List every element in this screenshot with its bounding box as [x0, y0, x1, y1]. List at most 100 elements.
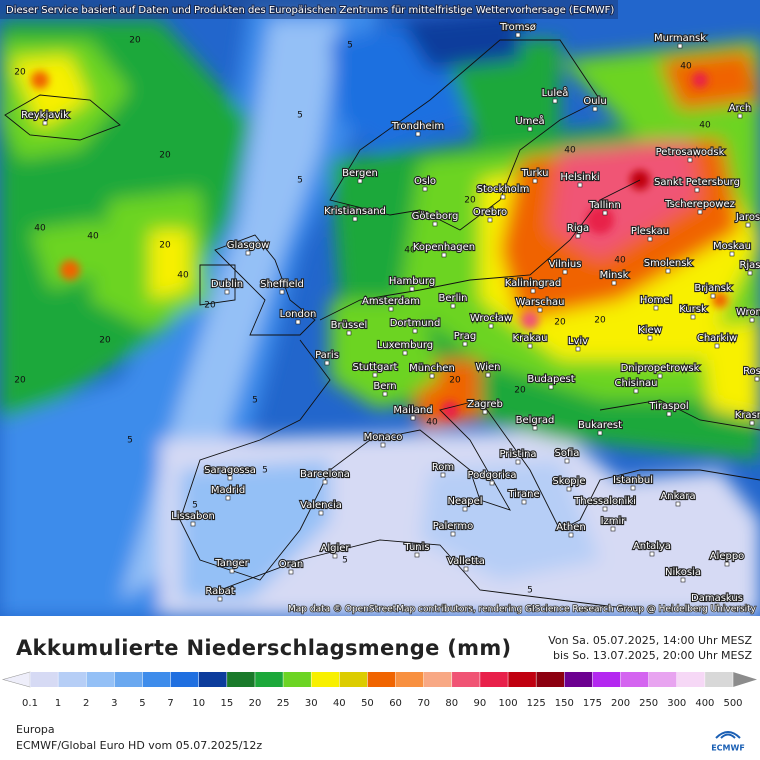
city-marker	[440, 472, 446, 478]
city-label: Helsinki	[560, 172, 599, 183]
city-marker	[450, 303, 456, 309]
legend-swatch	[564, 672, 593, 687]
city-label: Damaskus	[691, 593, 743, 604]
city-marker	[754, 376, 760, 382]
city-label: Lviv	[568, 336, 588, 347]
city-marker	[665, 268, 671, 274]
city-marker	[745, 222, 751, 228]
city-marker	[729, 251, 735, 257]
city-label: Sankt Petersburg	[654, 177, 740, 188]
legend-swatch	[648, 672, 678, 687]
city-label: Berlin	[438, 293, 467, 304]
city-marker	[462, 506, 468, 512]
legend-tick-label: 0.1	[22, 698, 38, 709]
city-marker	[532, 178, 538, 184]
contour-label: 5	[127, 436, 133, 446]
contour-label: 20	[449, 376, 461, 386]
city-label: Riga	[567, 223, 589, 234]
contour-label: 40	[34, 224, 46, 234]
city-marker	[352, 216, 358, 222]
legend-title: Akkumulierte Niederschlagsmenge (mm)	[16, 636, 512, 660]
city-marker	[288, 569, 294, 575]
city-label: Nikosia	[665, 567, 701, 578]
city-label: Bukarest	[578, 420, 622, 431]
city-label: Vilnius	[549, 259, 582, 270]
city-marker	[245, 250, 251, 256]
city-marker	[515, 459, 521, 465]
precip-field	[0, 0, 760, 616]
city-label: Bern	[373, 381, 396, 392]
city-label: Neapel	[447, 496, 482, 507]
city-marker	[332, 553, 338, 559]
city-marker	[357, 178, 363, 184]
city-marker	[489, 480, 495, 486]
map-attribution: Map data © OpenStreetMap contributors, r…	[288, 605, 757, 615]
city-marker	[675, 501, 681, 507]
model-run: ECMWF/Global Euro HD vom 05.07.2025/12z	[16, 739, 263, 752]
city-label: Kristiansand	[324, 206, 386, 217]
contour-label: 40	[699, 121, 711, 131]
legend-swatch-lower	[1, 671, 31, 688]
city-label: Athen	[556, 522, 585, 533]
city-label: Wien	[476, 362, 501, 373]
contour-label: 5	[262, 466, 268, 476]
contour-label: 40	[404, 246, 416, 256]
precip-spots	[31, 71, 728, 419]
city-label: Tromsø	[499, 22, 536, 33]
precipitation-map: 5 20 40 40 20 20 5 40 20 5 20 40 20 5 5 20 40 40 20 5 5 20 40 2…	[0, 0, 760, 616]
city-marker	[482, 409, 488, 415]
city-marker	[412, 328, 418, 334]
city-label: Prag	[454, 331, 476, 342]
legend-tick-label: 30	[305, 698, 318, 709]
city-marker	[610, 526, 616, 532]
city-marker	[530, 288, 536, 294]
city-label: Sofia	[555, 448, 580, 459]
contour-label: 40	[614, 256, 626, 266]
contour-label: 20	[99, 336, 111, 346]
contour-label: 40	[680, 62, 692, 72]
city-label: Rom	[432, 462, 454, 473]
legend-tick-label: 2	[83, 698, 89, 709]
city-label: Oulu	[583, 96, 606, 107]
contour-label: 20	[129, 36, 141, 46]
legend-tick-label: 150	[555, 698, 574, 709]
city-marker	[322, 479, 328, 485]
legend-tick-label: 80	[445, 698, 458, 709]
city-label: Paris	[315, 350, 339, 361]
city-label: Stockholm	[477, 184, 530, 195]
city-marker	[633, 388, 639, 394]
city-marker	[450, 531, 456, 537]
legend-tick-label: 300	[667, 698, 686, 709]
city-label: Rjas	[739, 260, 760, 271]
city-label: Madrid	[211, 485, 245, 496]
city-label: Chisinau	[615, 378, 658, 389]
city-label: Krasno	[735, 410, 760, 421]
legend-tick-label: 40	[333, 698, 346, 709]
contour-labels: 5 20 40 40 20 20 5 40 20 5 20 40 20 5 5 20 40 40 20 5 5 20 40 2…	[14, 36, 711, 596]
contour-label: 5	[347, 41, 353, 51]
legend-tick-label: 20	[249, 698, 262, 709]
city-label: Thessaloniki	[573, 496, 636, 507]
city-label: Göteborg	[412, 211, 459, 222]
city-label: Krakau	[513, 333, 548, 344]
city-marker	[749, 317, 755, 323]
contour-label: 40	[564, 146, 576, 156]
valid-to: bis So. 13.07.2025, 20:00 Uhr MESZ	[553, 649, 752, 662]
city-label: Barcelona	[300, 469, 350, 480]
legend-tick-label: 7	[167, 698, 173, 709]
legend-swatch	[451, 672, 481, 687]
city-label: Stuttgart	[353, 362, 398, 373]
city-marker	[597, 430, 603, 436]
legend-tick-label: 90	[474, 698, 487, 709]
city-marker	[415, 131, 421, 137]
legend-swatch	[676, 672, 706, 687]
city-marker	[747, 270, 753, 276]
valid-from: Von Sa. 05.07.2025, 14:00 Uhr MESZ	[548, 634, 752, 647]
legend-swatch	[592, 672, 621, 687]
city-marker	[318, 510, 324, 516]
city-marker	[714, 603, 720, 609]
legend-swatch	[30, 672, 59, 687]
city-marker	[372, 372, 378, 378]
city-marker	[324, 360, 330, 366]
city-label: Luxemburg	[377, 340, 433, 351]
